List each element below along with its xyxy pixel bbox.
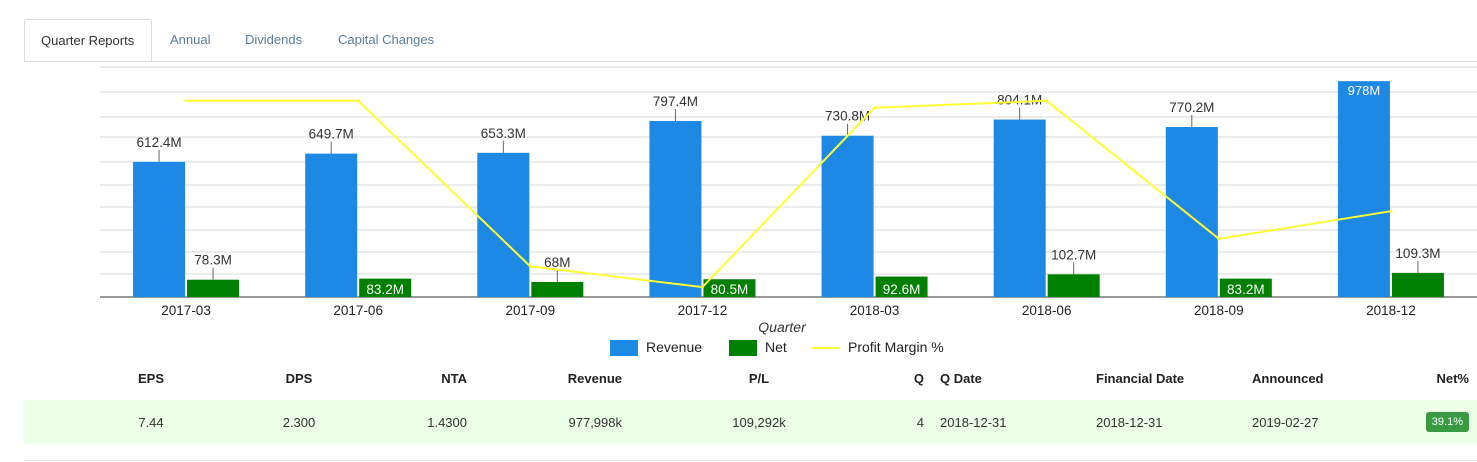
- net-bar-2017-12: [703, 279, 756, 297]
- report-tabs: Quarter Reports Annual Dividends Capital…: [0, 0, 1477, 62]
- profit-margin-point-2017-09: [528, 264, 532, 268]
- profit-margin-point-2017-03: [184, 99, 188, 103]
- net-label-2017-03: 78.3M: [194, 253, 232, 268]
- revenue-bar-2017-06: [305, 153, 358, 297]
- tab-dividends[interactable]: Dividends: [245, 32, 303, 47]
- profit-margin-point-2018-09: [1217, 237, 1221, 241]
- revenue-bar-2018-06: [993, 119, 1046, 297]
- cell-eps: 7.44: [138, 414, 164, 430]
- net-bar-2018-12: [1391, 272, 1444, 297]
- profit-margin-point-2017-12: [700, 285, 704, 289]
- revenue-label-2018-06: 804.1M: [997, 93, 1042, 108]
- profit-margin-point-2017-06: [356, 99, 360, 103]
- header-revenue: Revenue: [567, 370, 622, 386]
- x-tick-2018-03: 2018-03: [850, 303, 900, 318]
- revenue-bar-2018-09: [1165, 127, 1218, 297]
- legend-revenue-swatch: [610, 340, 638, 357]
- header-q: Q: [913, 370, 924, 386]
- revenue-label-2017-03: 612.4M: [137, 135, 182, 150]
- revenue-label-2018-03: 730.8M: [825, 109, 870, 124]
- net-label-2017-06: 83.2M: [366, 282, 404, 297]
- legend-revenue-label: Revenue: [646, 339, 703, 355]
- revenue-label-2018-12: 978M: [1348, 83, 1381, 98]
- revenue-label-2018-09: 770.2M: [1169, 100, 1214, 115]
- x-tick-2017-12: 2017-12: [678, 303, 728, 318]
- profit-margin-point-2018-03: [873, 106, 877, 110]
- table-header: EPS DPS NTA Revenue P/L Q Q Date Financi…: [24, 360, 1477, 396]
- header-financial-date: Financial Date: [1096, 370, 1185, 386]
- revenue-bar-2017-12: [649, 121, 702, 297]
- tab-annual[interactable]: Annual: [170, 32, 211, 47]
- revenue-bar-2017-03: [133, 161, 186, 297]
- quarter-chart: 612.4M 78.3M 2017-03 649.7M 83.2M 2017-06 653.…: [100, 66, 1477, 335]
- header-announced: Announced: [1252, 370, 1324, 386]
- header-pl: P/L: [748, 370, 770, 386]
- net-bar-2017-03: [187, 279, 240, 297]
- cell-q: 4: [916, 414, 924, 430]
- cell-pl: 109,292k: [732, 414, 786, 430]
- x-axis-title: Quarter: [758, 319, 807, 335]
- net-label-2018-09: 83.2M: [1227, 282, 1265, 297]
- net-label-2018-03: 92.6M: [883, 282, 921, 297]
- cell-financial-date: 2018-12-31: [1096, 414, 1163, 430]
- legend-net-swatch: [729, 340, 757, 357]
- net-label-2017-09: 68M: [544, 255, 570, 270]
- x-tick-2018-06: 2018-06: [1022, 303, 1072, 318]
- legend-margin-swatch: [812, 347, 840, 350]
- header-net-percent: Net%: [1436, 370, 1469, 386]
- header-q-date: Q Date: [940, 370, 982, 386]
- quarter-summary-table: EPS DPS NTA Revenue P/L Q Q Date Financi…: [24, 360, 1477, 444]
- net-bar-2017-06: [359, 278, 412, 297]
- x-tick-2018-12: 2018-12: [1366, 303, 1416, 318]
- legend-margin-label: Profit Margin %: [848, 339, 944, 355]
- legend-revenue[interactable]: Revenue: [610, 337, 702, 357]
- revenue-label-2017-09: 653.3M: [481, 126, 526, 141]
- cell-announced: 2019-02-27: [1252, 414, 1319, 430]
- header-eps: EPS: [137, 370, 164, 386]
- header-dps: DPS: [285, 370, 313, 386]
- cell-q-date: 2018-12-31: [940, 414, 1007, 430]
- x-tick-2017-09: 2017-09: [506, 303, 556, 318]
- profit-margin-line: [186, 99, 1392, 289]
- cell-nta: 1.4300: [427, 414, 467, 430]
- legend-net-label: Net: [765, 339, 787, 355]
- x-tick-2017-06: 2017-06: [333, 303, 383, 318]
- cell-net-percent: 39.1%: [1389, 400, 1469, 444]
- net-percent-badge: 39.1%: [1425, 412, 1469, 432]
- revenue-label-2017-12: 797.4M: [653, 94, 698, 109]
- profit-margin-point-2018-12: [1389, 209, 1393, 213]
- cell-revenue: 977,998k: [568, 414, 623, 430]
- tab-capital-changes[interactable]: Capital Changes: [338, 32, 435, 47]
- net-label-2018-12: 109.3M: [1395, 246, 1440, 261]
- chart-legend: Revenue Net Profit Margin %: [0, 337, 1477, 357]
- legend-margin[interactable]: Profit Margin %: [800, 337, 944, 357]
- profit-margin-point-2018-06: [1045, 99, 1049, 103]
- header-nta: NTA: [441, 370, 467, 386]
- legend-net[interactable]: Net: [729, 337, 787, 357]
- revenue-bar-2018-12: [1337, 81, 1390, 297]
- revenue-bar-2017-09: [477, 152, 530, 297]
- net-bar-2017-09: [531, 281, 584, 297]
- net-label-2018-06: 102.7M: [1051, 247, 1096, 262]
- net-label-2017-12: 80.5M: [711, 282, 749, 297]
- net-bar-2018-06: [1047, 274, 1100, 297]
- revenue-bar-2018-03: [821, 135, 874, 297]
- revenue-label-2017-06: 649.7M: [309, 127, 354, 142]
- net-bar-2018-09: [1219, 278, 1272, 297]
- x-tick-2018-09: 2018-09: [1194, 303, 1244, 318]
- tabs-divider: [24, 61, 1477, 62]
- x-tick-2017-03: 2017-03: [161, 303, 211, 318]
- table-row[interactable]: 7.44 2.300 1.4300 977,998k 109,292k 4 20…: [24, 400, 1477, 444]
- tab-quarter-reports[interactable]: Quarter Reports: [24, 19, 152, 62]
- cell-dps: 2.300: [282, 414, 316, 430]
- table-bottom-divider: [24, 460, 1477, 461]
- net-bar-2018-03: [875, 276, 928, 297]
